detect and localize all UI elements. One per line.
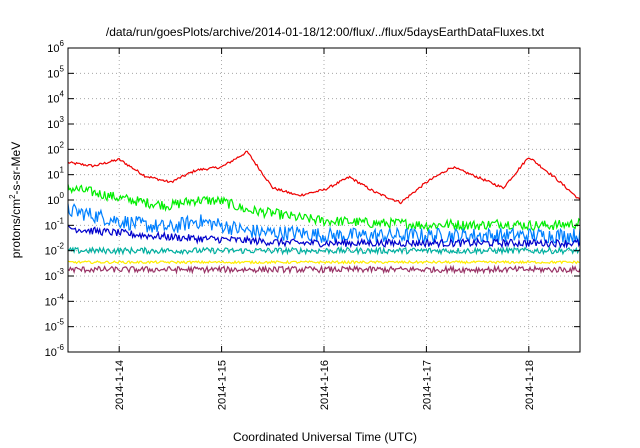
y-tick-label: 10-5 bbox=[45, 318, 65, 334]
flux-series-line bbox=[67, 264, 581, 275]
y-tick-label: 101 bbox=[47, 166, 64, 182]
flux-series-line bbox=[67, 203, 581, 245]
y-tick-label: 102 bbox=[47, 140, 64, 156]
y-tick-label: 100 bbox=[47, 191, 64, 207]
data-series bbox=[67, 150, 581, 275]
tick-marks bbox=[68, 47, 580, 353]
y-tick-label: 10-6 bbox=[45, 343, 65, 359]
flux-series-line bbox=[67, 224, 581, 249]
y-tick-label: 104 bbox=[47, 90, 64, 106]
y-tick-labels: 10-6 10-5 10-4 10-3 10-2 10-1 100 101 102 103 104 1… bbox=[45, 39, 65, 359]
x-tick-label: 2014-1-18 bbox=[524, 360, 536, 410]
x-tick-label: 2014-1-16 bbox=[319, 360, 331, 410]
x-tick-label: 2014-1-15 bbox=[217, 360, 229, 410]
y-axis-label-tail: -s-sr-MeV bbox=[9, 142, 23, 195]
y-tick-label: 10-1 bbox=[45, 216, 65, 232]
y-tick-label: 106 bbox=[47, 39, 64, 55]
x-tick-label: 2014-1-14 bbox=[114, 360, 126, 410]
y-tick-label: 10-3 bbox=[45, 267, 65, 283]
x-tick-labels: 2014-1-14 2014-1-15 2014-1-16 2014-1-17 2014… bbox=[114, 360, 536, 410]
y-tick-label: 10-2 bbox=[45, 242, 65, 258]
flux-series-line bbox=[67, 245, 581, 256]
flux-series-line bbox=[67, 259, 581, 265]
x-axis-label: Coordinated Universal Time (UTC) bbox=[233, 430, 417, 444]
flux-series-line bbox=[67, 150, 581, 205]
y-axis-label-main: protons/cm bbox=[9, 199, 23, 258]
chart-title: /data/run/goesPlots/archive/2014-01-18/1… bbox=[106, 25, 545, 39]
flux-series-line bbox=[67, 184, 581, 233]
x-tick-label: 2014-1-17 bbox=[421, 360, 433, 410]
y-axis-label-exp: 2 bbox=[8, 194, 17, 199]
y-tick-label: 105 bbox=[47, 64, 64, 80]
y-tick-label: 10-4 bbox=[45, 292, 65, 308]
grid-lines bbox=[68, 48, 580, 352]
y-tick-label: 103 bbox=[47, 115, 64, 131]
y-axis-label: protons/cm2-s-sr-MeV bbox=[8, 142, 23, 258]
